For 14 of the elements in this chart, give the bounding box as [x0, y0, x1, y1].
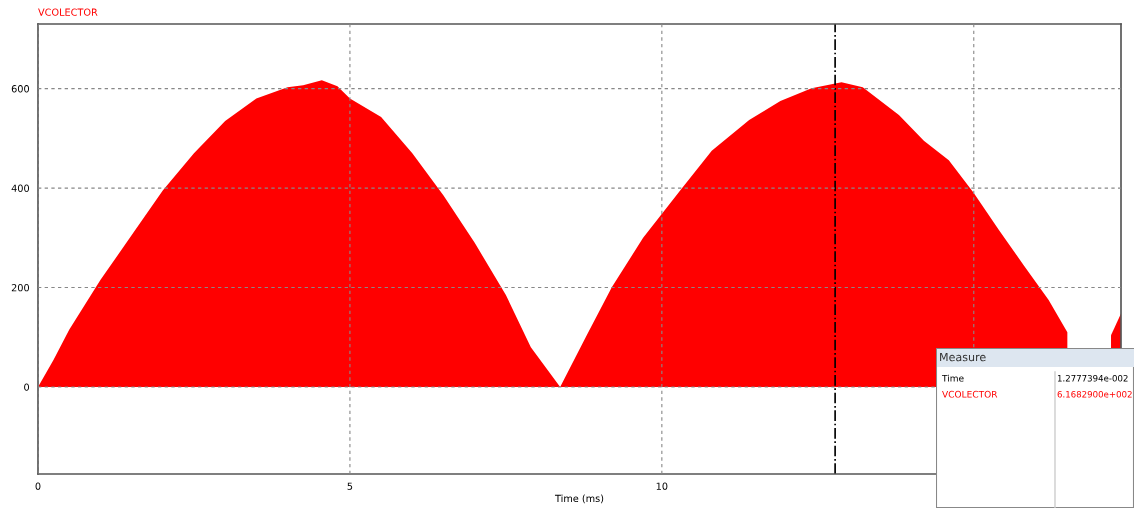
annotation: Time — [941, 374, 964, 382]
annotation: Measure — [940, 352, 986, 362]
y-tick-label: 600 — [11, 85, 30, 93]
y-tick-label: 400 — [11, 184, 30, 192]
x-tick-label: 5 — [347, 482, 353, 490]
x-tick-label: 10 — [656, 482, 668, 490]
y-tick-label: 0 — [24, 383, 30, 391]
annotation: 1.2777394e-002 — [1057, 374, 1128, 382]
x-axis-title: Time (ms) — [554, 494, 604, 504]
annotation: VCOLECTOR — [942, 390, 998, 398]
y-tick-label: 200 — [11, 284, 30, 292]
x-tick-label: 0 — [35, 482, 41, 490]
annotation: 6.1682900e+002 — [1057, 390, 1132, 398]
text: VCOLECTOR — [38, 8, 98, 16]
